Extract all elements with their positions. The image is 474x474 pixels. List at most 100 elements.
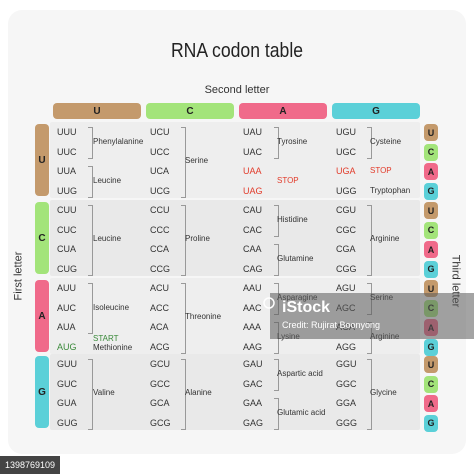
codon-ggc: GGC [336,378,357,389]
codon-uac: UAC [243,146,263,157]
codon-uua: UUA [57,166,77,176]
codon-acc: ACC [150,302,170,313]
bracket [367,359,372,430]
amino-acid-label: STOP [370,166,392,175]
codon-gca: GCA [150,398,170,408]
codon-ccu: CCU [150,205,170,215]
codon-ucu: UCU [150,127,170,137]
column-header-a: A [239,103,327,119]
bracket [181,127,186,198]
amino-acid-label: Proline [185,234,210,244]
codon-gcg: GCG [150,417,171,428]
bracket [274,205,279,237]
first-letter-label: First letter [12,251,25,301]
amino-acid-label: Leucine [93,175,122,185]
codon-guc: GUC [57,378,77,389]
codon-agu: AGU [336,283,356,293]
codon-gac: GAC [243,378,263,389]
codon-uuc: UUC [57,146,77,157]
codon-cau: CAU [243,205,263,215]
row-panel-u [50,122,420,198]
amino-acid-label: Glutamine [277,253,314,263]
amino-acid-label: Threonine [185,312,222,322]
codon-uau: UAU [243,127,263,137]
amino-acid-label: Arginine [370,234,400,244]
bracket [367,127,372,159]
third-letter-c-u: U [424,202,438,219]
third-letter-c-g: G [424,260,438,278]
third-letter-u-c: C [424,143,438,161]
codon-cac: CAC [243,224,263,235]
second-letter-label: Second letter [204,84,270,96]
codon-guu: GUU [57,359,77,369]
codon-gaa: GAA [243,398,263,408]
codon-ucg: UCG [150,185,170,196]
row-header-u: U [35,124,49,196]
codon-ucc: UCC [150,146,170,157]
codon-gga: GGA [336,398,357,408]
amino-acid-label: START [93,333,119,343]
codon-auc: AUC [57,302,77,313]
bracket [274,398,279,430]
third-letter-c-a: A [424,241,438,258]
bracket [367,205,372,276]
codon-ggg: GGG [336,417,358,428]
codon-cag: CAG [243,263,263,274]
bracket [88,359,93,430]
amino-acid-label: Glycine [370,388,397,398]
row-panel-c [50,200,420,276]
third-letter-g-a: A [424,395,438,412]
codon-aua: AUA [57,322,76,332]
bracket [274,127,279,159]
amino-acid-label: Phenylalanine [93,136,144,146]
codon-ggu: GGU [336,359,357,369]
codon-aaa: AAA [243,322,262,332]
codon-aac: AAC [243,302,262,313]
codon-aau: AAU [243,283,262,293]
row-header-g: G [35,356,49,428]
bracket [274,359,279,391]
third-letter-u-u: U [424,124,438,141]
column-header-u: U [53,103,141,119]
codon-uag: UAG [243,185,263,196]
amino-acid-label: STOP [277,175,299,185]
codon-ugg: UGG [336,185,357,196]
column-header-c: C [146,103,234,119]
amino-acid-label: Leucine [93,234,122,244]
third-letter-g-g: G [424,414,438,432]
amino-acid-label: Valine [93,388,115,398]
bracket [88,127,93,159]
codon-uca: UCA [150,166,170,176]
third-letter-g-c: C [424,375,438,393]
bracket [181,359,186,430]
amino-acid-label: Glutamic acid [277,407,326,417]
codon-gug: GUG [57,417,78,428]
third-letter-u-g: G [424,182,438,200]
istock-icon [263,297,275,309]
amino-acid-label: Tyrosine [277,136,308,146]
codon-ugu: UGU [336,127,356,137]
codon-cuu: CUU [57,205,77,215]
amino-acid-label: Methionine [93,343,133,353]
codon-uga: UGA [336,166,356,176]
row-panel-g [50,354,420,430]
amino-acid-label: Cysteine [370,136,402,146]
codon-cgu: CGU [336,205,356,215]
codon-acg: ACG [150,341,170,352]
codon-cca: CCA [150,244,170,254]
image-id: 1398769109 [0,456,60,474]
watermark-brand: iStock [282,299,331,316]
amino-acid-label: Tryptophan [370,185,411,195]
codon-cua: CUA [57,244,77,254]
codon-ugc: UGC [336,146,356,157]
amino-acid-label: Serine [185,156,209,166]
codon-gau: GAU [243,359,263,369]
amino-acid-label: Isoleucine [93,302,130,312]
codon-gua: GUA [57,398,77,408]
amino-acid-label: Histidine [277,214,308,224]
bracket [88,205,93,276]
third-letter-a-g: G [424,338,438,356]
codon-cuc: CUC [57,224,77,235]
codon-aag: AAG [243,341,263,352]
codon-agg: AGG [336,341,357,352]
